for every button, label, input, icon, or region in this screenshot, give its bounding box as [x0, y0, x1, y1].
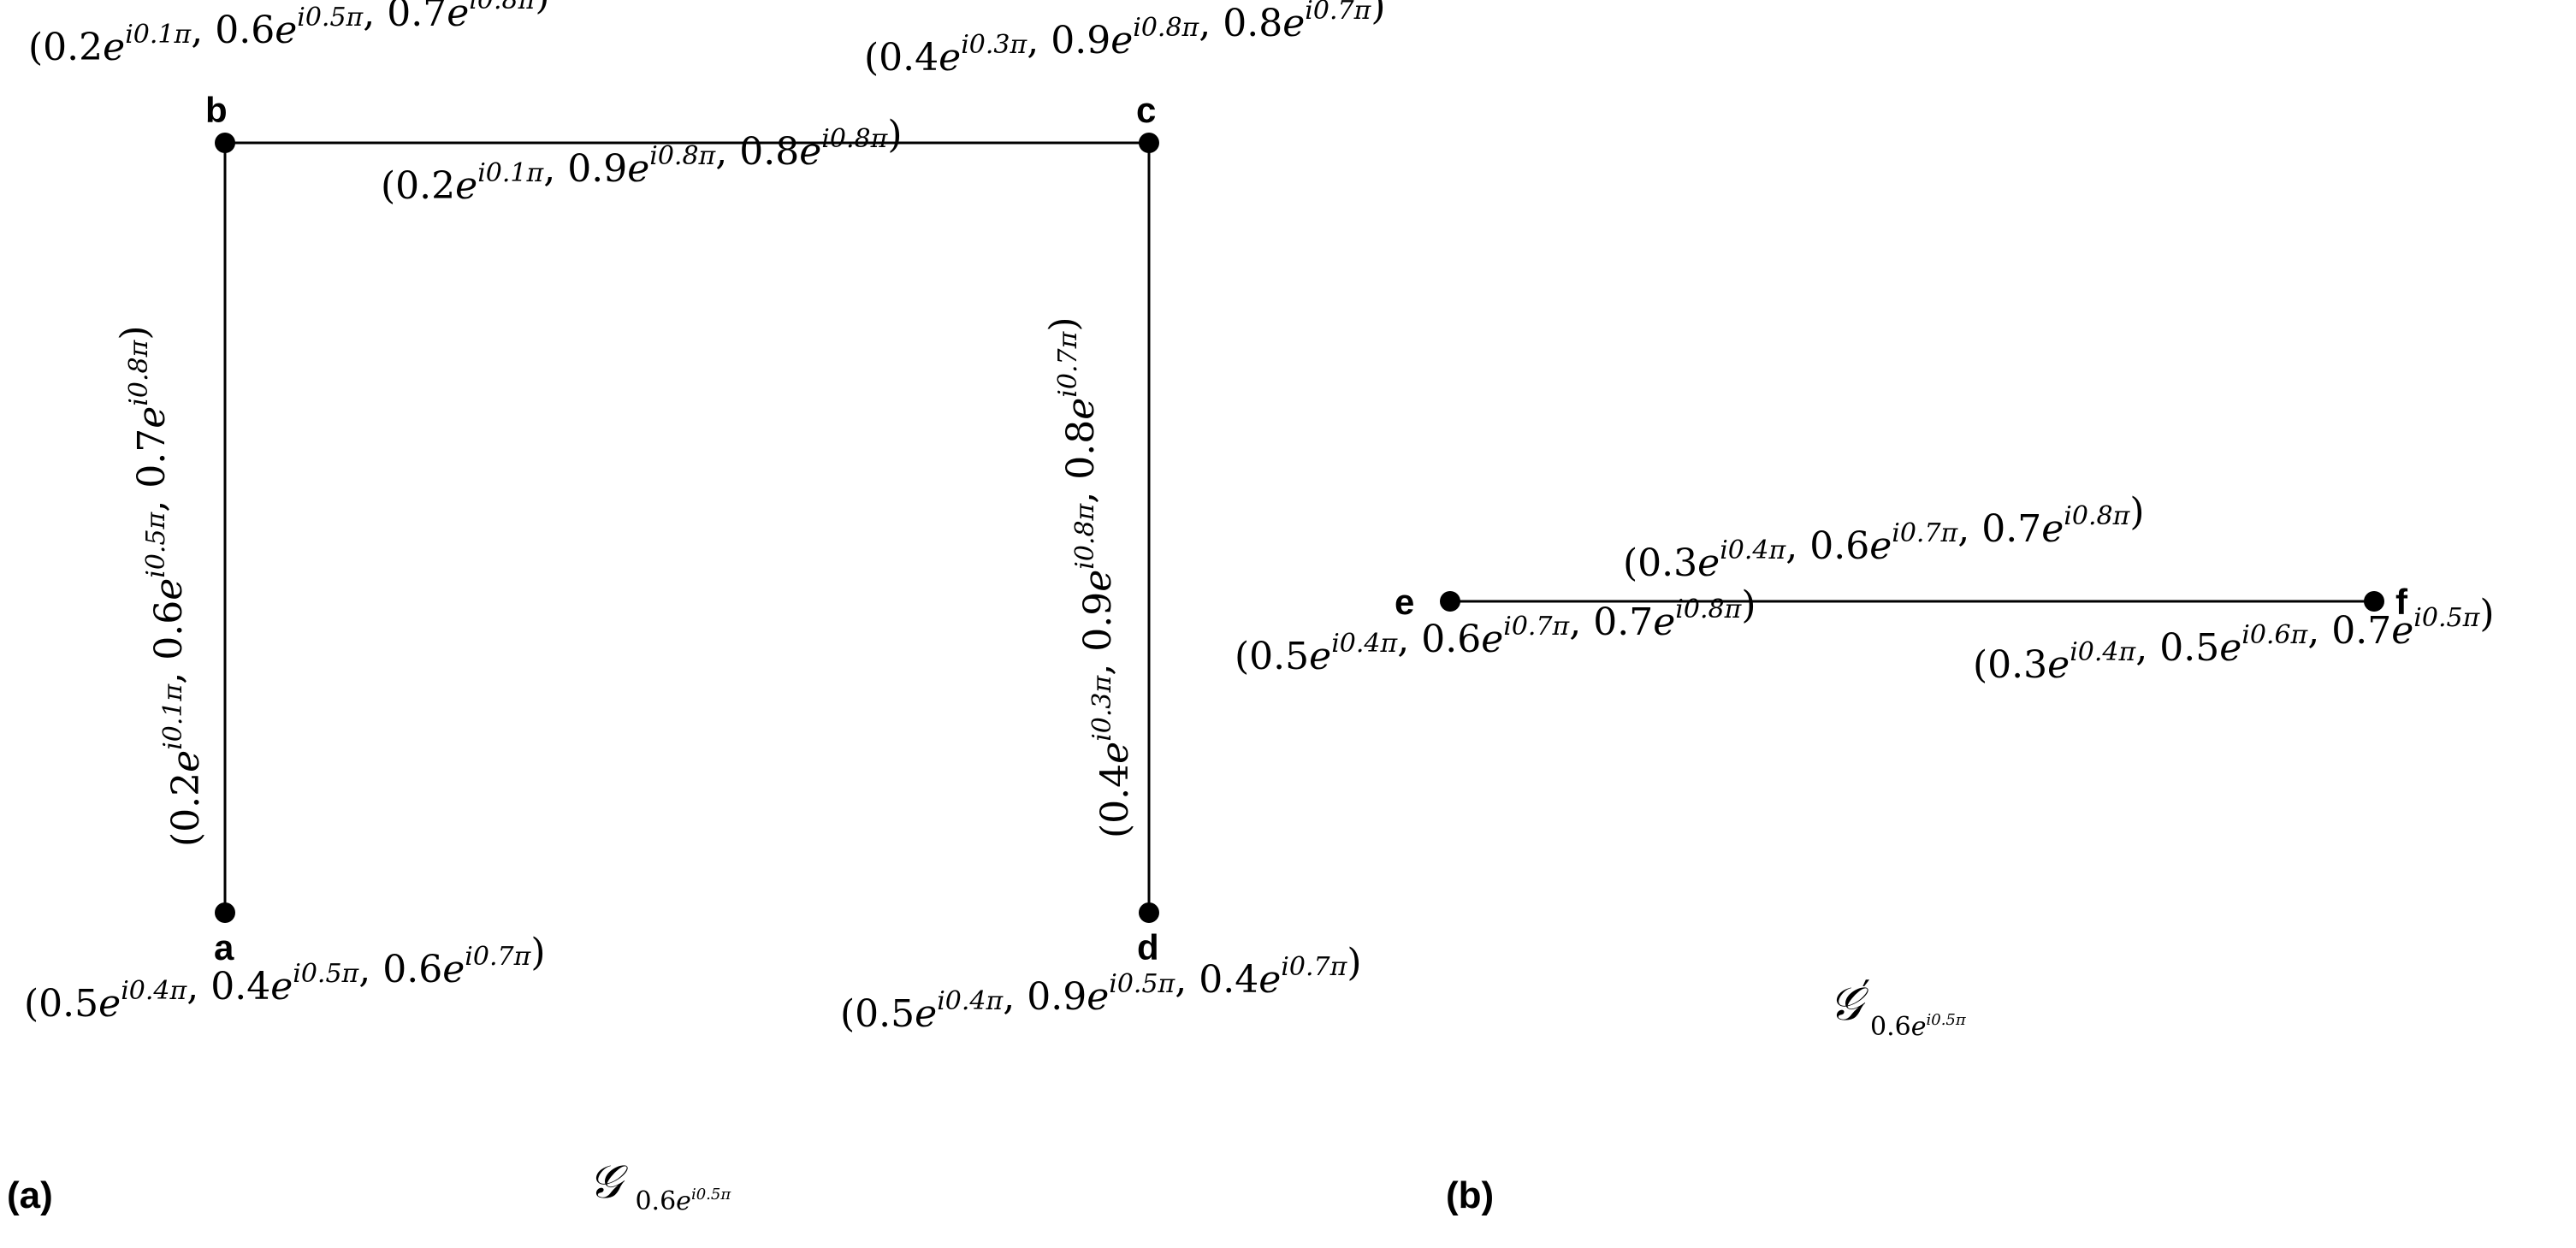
panel-a-label: (a) — [7, 1174, 53, 1216]
node-c-value: (0.4ei0.3π, 0.9ei0.8π, 0.8ei0.7π) — [864, 0, 1386, 80]
graph-a: a b c d (0.5ei0.4π, 0.4ei0.5π, 0.6ei0.7π… — [7, 0, 1386, 1216]
node-b-value: (0.2ei0.1π, 0.6ei0.5π, 0.7ei0.8π) — [28, 0, 550, 69]
node-e — [1440, 591, 1460, 612]
node-b — [215, 133, 235, 153]
node-d-letter: d — [1137, 927, 1159, 967]
node-a-value: (0.5ei0.4π, 0.4ei0.5π, 0.6ei0.7π) — [24, 931, 546, 1026]
node-b-letter: b — [205, 90, 228, 130]
node-f-value: (0.3ei0.4π, 0.5ei0.6π, 0.7ei0.5π) — [1973, 592, 2495, 687]
node-c-letter: c — [1136, 90, 1156, 130]
node-c — [1139, 133, 1159, 153]
edge-bc-value: (0.2ei0.1π, 0.9ei0.8π, 0.8ei0.8π) — [381, 113, 903, 208]
node-e-value: (0.5ei0.4π, 0.6ei0.7π, 0.7ei0.8π) — [1235, 583, 1756, 678]
node-e-letter: e — [1395, 582, 1414, 622]
edge-ef-value: (0.3ei0.4π, 0.6ei0.7π, 0.7ei0.8π) — [1623, 490, 2145, 585]
graph-a-caption: 𝒢 0.6ei0.5π — [589, 1155, 731, 1216]
edge-cd-value: (0.4ei0.3π, 0.9ei0.8π, 0.8ei0.7π) — [1042, 317, 1137, 839]
edge-ab-value: (0.2ei0.1π, 0.6ei0.5π, 0.7ei0.8π) — [113, 326, 208, 848]
node-f-letter: f — [2395, 582, 2408, 622]
node-d — [1139, 902, 1159, 923]
node-d-value: (0.5ei0.4π, 0.9ei0.5π, 0.4ei0.7π) — [840, 941, 1362, 1036]
panel-b-label: (b) — [1446, 1174, 1494, 1216]
node-a-letter: a — [214, 927, 234, 967]
graph-b: e f (0.3ei0.4π, 0.6ei0.7π, 0.7ei0.8π) (0… — [1235, 490, 2495, 1216]
node-f — [2364, 591, 2384, 612]
graph-b-caption: 𝒢′0.6ei0.5π — [1829, 973, 1967, 1042]
node-a — [215, 902, 235, 923]
